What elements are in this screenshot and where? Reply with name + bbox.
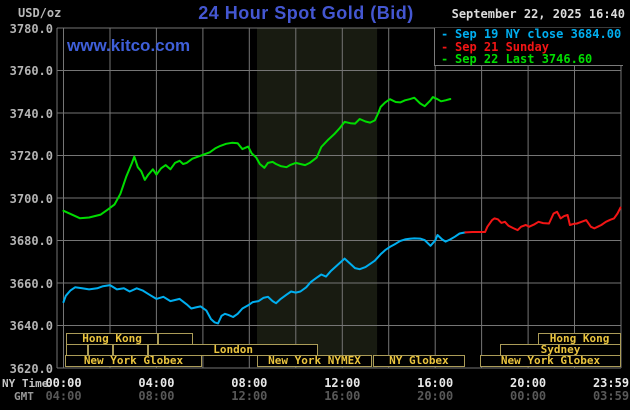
session-label: New York Globex	[500, 354, 601, 367]
gmt-tick-12:00: 12:00	[231, 389, 268, 403]
session-label: Sydney	[540, 343, 581, 356]
session-label: New York Globex	[83, 354, 184, 367]
y-tick-label: 3720.0	[9, 149, 53, 163]
y-tick-label: 3760.0	[9, 64, 53, 78]
session-box-ny-globex: NY Globex	[372, 354, 465, 367]
session-label: New York NYMEX	[268, 354, 361, 367]
session-box-london: London	[148, 343, 319, 356]
gmt-tick-00:00: 00:00	[510, 389, 547, 403]
gmt-tick-16:00: 16:00	[324, 389, 361, 403]
gmt-tick-08:00: 08:00	[138, 389, 175, 403]
session-label: Hong Kong	[82, 332, 142, 345]
y-tick-label: 3740.0	[9, 106, 53, 121]
legend-line-swatch: -	[441, 52, 449, 66]
session-box-new-york-nymex: New York NYMEX	[257, 355, 372, 367]
ny-time-tick-20:00: 20:00	[510, 376, 547, 390]
y-tick-label: 3680.0	[9, 234, 53, 248]
chart-datetime: September 22, 2025 16:40	[451, 7, 625, 21]
session-box-new-york-globex: New York Globex	[65, 355, 202, 367]
legend-entry-sep22: - Sep 22 Last 3746.60	[441, 53, 623, 66]
session-box-new-york-globex: New York Globex	[480, 355, 621, 367]
kitco-watermark-link[interactable]: www.kitco.com	[67, 36, 191, 55]
y-tick-label: 3640.0	[9, 319, 53, 333]
legend-line-swatch: -	[441, 27, 449, 41]
x-axis-row-label-ny-time: NY Time	[2, 377, 49, 390]
y-tick-label: 3660.0	[9, 276, 53, 291]
ny-time-tick-04:00: 04:00	[138, 376, 175, 390]
session-label: London	[213, 343, 253, 356]
legend-line-swatch: -	[441, 39, 449, 54]
x-axis-row-label-gmt: GMT	[14, 390, 34, 403]
y-tick-label: 3700.0	[9, 191, 53, 206]
legend-label: Sep 19 NY close 3684.00	[455, 27, 622, 41]
price-line-sep-22	[62, 96, 452, 220]
legend: - Sep 19 NY close 3684.00 - Sep 21 Sunday …	[434, 28, 623, 66]
gmt-tick-03:59: 03:59	[592, 389, 630, 403]
ny-time-tick-08:00: 08:00	[231, 376, 268, 390]
y-tick-label: 3620.0	[9, 361, 53, 376]
legend-label: Sep 22 Last 3746.60	[455, 52, 593, 66]
page-title: 24 Hour Spot Gold (Bid)	[198, 3, 414, 23]
legend-entry-sep21: - Sep 21 Sunday	[441, 39, 623, 54]
ny-time-tick-16:00: 16:00	[417, 376, 454, 390]
price-line-sep-19	[62, 231, 467, 325]
ny-time-tick-23:59: 23:59	[592, 376, 630, 390]
session-label: Hong Kong	[549, 332, 610, 345]
y-tick-label: 3780.0	[9, 21, 53, 36]
ny-time-tick-00:00: 00:00	[45, 376, 82, 390]
y-axis-unit-label: USD/oz	[18, 6, 62, 20]
legend-label: Sep 21 Sunday	[455, 39, 549, 54]
gmt-tick-20:00: 20:00	[417, 389, 454, 403]
ny-time-tick-12:00: 12:00	[324, 376, 361, 390]
session-label: NY Globex	[389, 354, 449, 367]
gmt-tick-04:00: 04:00	[45, 389, 82, 403]
price-line-sep-21	[464, 206, 622, 234]
legend-entry-sep19: - Sep 19 NY close 3684.00	[441, 28, 623, 41]
